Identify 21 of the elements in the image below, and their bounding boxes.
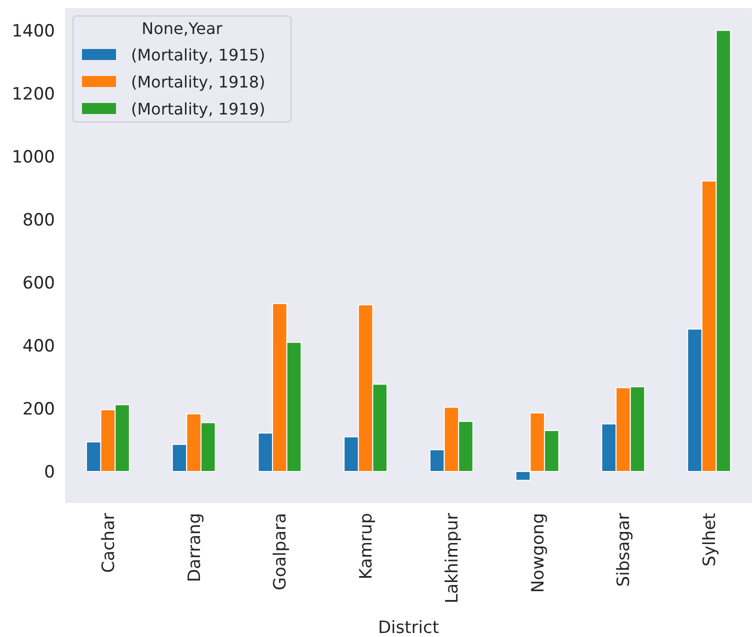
y-tick-label: 0	[44, 462, 55, 482]
y-tick-label: 800	[22, 210, 55, 230]
x-tick-label: Sylhet	[700, 512, 720, 566]
y-tick-label: 1000	[12, 147, 55, 168]
x-tick-label: Cachar	[98, 513, 119, 573]
x-tick-label: Nowgong	[528, 513, 548, 593]
x-tick-label: Goalpara	[270, 513, 291, 590]
y-tick-label: 200	[22, 399, 55, 420]
legend-label: (Mortality, 1919)	[131, 100, 266, 119]
y-tick-label: 1400	[12, 21, 55, 42]
x-axis-title: District	[378, 618, 440, 637]
y-tick-label: 400	[22, 336, 55, 356]
legend-title: None,Year	[142, 19, 223, 38]
x-tick-label: Darrang	[184, 513, 205, 582]
x-tick-label: Kamrup	[356, 513, 377, 580]
y-tick-label: 600	[22, 273, 55, 294]
y-tick-label: 1200	[12, 84, 55, 104]
legend-label: (Mortality, 1918)	[131, 72, 266, 92]
legend-label: (Mortality, 1915)	[131, 46, 266, 65]
x-tick-label: Sibsagar	[614, 512, 634, 587]
x-tick-label: Lakhimpur	[442, 513, 462, 604]
